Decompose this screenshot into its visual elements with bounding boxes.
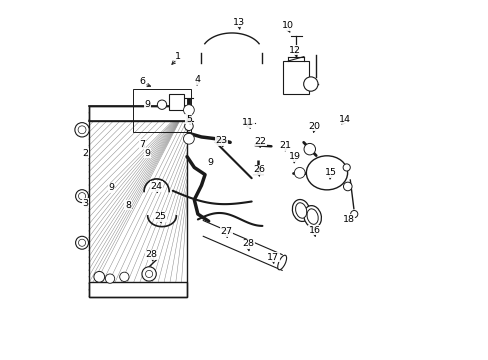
Circle shape — [78, 126, 86, 134]
Bar — [133, 89, 190, 132]
Text: 14: 14 — [338, 114, 350, 123]
Text: 28: 28 — [145, 250, 157, 259]
Text: 5: 5 — [185, 114, 191, 123]
Bar — [88, 107, 187, 121]
Text: 11: 11 — [242, 118, 254, 127]
Text: 16: 16 — [308, 226, 320, 235]
Text: 9: 9 — [109, 183, 115, 192]
Circle shape — [79, 239, 85, 246]
Bar — [88, 282, 187, 297]
Text: 15: 15 — [324, 168, 336, 177]
Circle shape — [105, 274, 115, 283]
Ellipse shape — [295, 203, 306, 218]
Circle shape — [76, 236, 88, 249]
Circle shape — [79, 193, 85, 200]
Text: 27: 27 — [220, 228, 232, 237]
Circle shape — [145, 270, 152, 278]
Text: 19: 19 — [288, 152, 300, 161]
Circle shape — [343, 182, 351, 191]
Text: 22: 22 — [254, 137, 266, 146]
Text: 21: 21 — [279, 141, 291, 150]
Circle shape — [294, 167, 305, 178]
Ellipse shape — [306, 156, 347, 190]
Text: 18: 18 — [342, 215, 354, 224]
Text: 24: 24 — [150, 182, 163, 191]
Text: 7: 7 — [139, 140, 145, 149]
Circle shape — [157, 100, 166, 109]
Circle shape — [75, 123, 89, 137]
Text: 4: 4 — [195, 75, 201, 84]
Bar — [88, 107, 187, 297]
FancyBboxPatch shape — [169, 94, 183, 110]
Text: 26: 26 — [252, 166, 264, 175]
Circle shape — [142, 267, 156, 281]
Text: 17: 17 — [266, 253, 279, 262]
Ellipse shape — [277, 255, 286, 270]
Text: 25: 25 — [154, 212, 166, 221]
Bar — [88, 107, 187, 121]
Bar — [88, 107, 187, 297]
Text: 9: 9 — [207, 158, 213, 167]
Text: 13: 13 — [233, 18, 244, 27]
Circle shape — [304, 143, 315, 155]
Text: 23: 23 — [215, 136, 227, 145]
Bar — [88, 282, 187, 297]
Circle shape — [183, 105, 194, 116]
Text: 8: 8 — [125, 201, 131, 210]
Text: 10: 10 — [281, 21, 293, 30]
Ellipse shape — [292, 199, 309, 221]
Circle shape — [350, 211, 357, 218]
Circle shape — [183, 134, 194, 144]
Circle shape — [120, 272, 129, 282]
Text: 3: 3 — [82, 199, 88, 208]
Circle shape — [343, 164, 349, 171]
Circle shape — [94, 271, 104, 282]
Circle shape — [76, 190, 88, 203]
Ellipse shape — [303, 206, 321, 228]
Ellipse shape — [306, 209, 318, 224]
Circle shape — [184, 122, 193, 131]
Text: 2: 2 — [82, 149, 88, 158]
Circle shape — [303, 77, 317, 91]
Text: 28: 28 — [242, 239, 254, 248]
Text: 12: 12 — [288, 46, 300, 55]
Text: 1: 1 — [175, 52, 181, 61]
Text: 20: 20 — [308, 122, 320, 131]
Text: 6: 6 — [139, 77, 145, 86]
Bar — [283, 61, 308, 94]
Text: 9: 9 — [144, 149, 150, 158]
Text: 9: 9 — [144, 100, 150, 109]
